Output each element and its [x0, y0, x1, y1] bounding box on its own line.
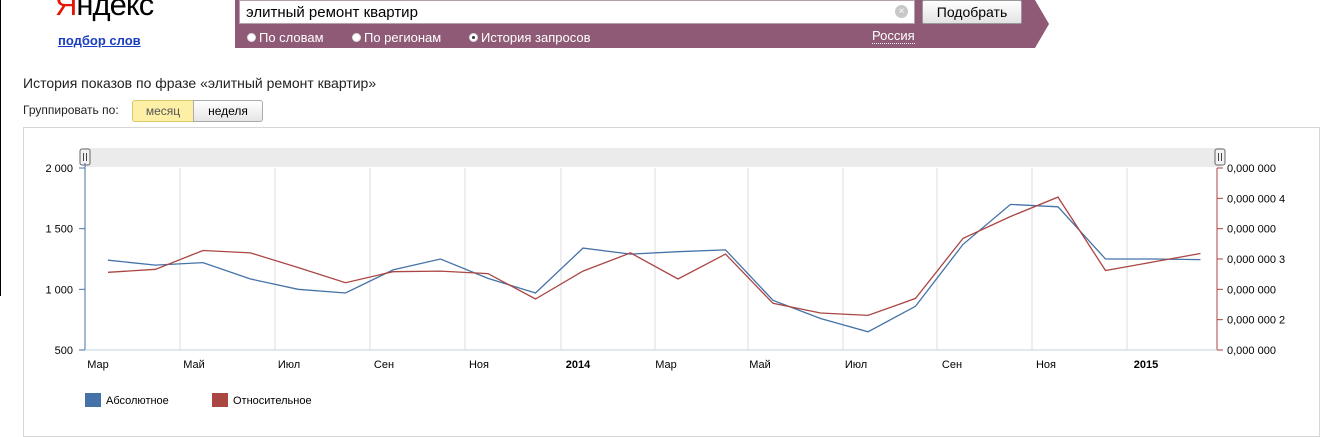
page-title: История показов по фразе «элитный ремонт…: [23, 75, 377, 91]
y-right-tick-label: 0,000 000: [1227, 224, 1276, 236]
group-month-button[interactable]: месяц: [132, 100, 194, 122]
x-tick-label: Сен: [942, 359, 962, 371]
group-by-label: Группировать по:: [23, 103, 119, 117]
y-right-tick-label: 0,000 000 3: [1227, 254, 1285, 266]
x-tick-label: 2014: [566, 359, 591, 371]
y-right-tick-label: 0,000 000: [1227, 163, 1276, 175]
x-tick-label: Сен: [374, 359, 394, 371]
x-tick-label: Мар: [87, 359, 109, 371]
handle-body: [79, 148, 91, 166]
x-tick-label: Мар: [655, 359, 677, 371]
y-right-tick-label: 0,000 000: [1227, 284, 1276, 296]
submit-button[interactable]: Подобрать: [922, 0, 1022, 24]
y-left-tick-label: 1 000: [45, 284, 73, 296]
mode-query-history[interactable]: История запросов: [469, 30, 591, 45]
x-tick-label: 2015: [1134, 359, 1158, 371]
logo-text-rest: ндекс: [76, 0, 154, 22]
legend-swatch: [212, 393, 228, 407]
navigator-band: [85, 148, 1222, 167]
y-left-tick-label: 1 500: [45, 224, 73, 236]
legend-label: Относительное: [233, 395, 312, 407]
legend-item-absolute[interactable]: Абсолютное: [85, 393, 169, 407]
region-selector[interactable]: Россия: [872, 28, 915, 44]
mode-by-regions[interactable]: По регионам: [352, 30, 441, 45]
history-chart: 2 000 1 500 1 000 500 0,000 000 0,000 000 4 0,…: [45, 148, 1285, 407]
x-tick-label: Май: [749, 359, 771, 371]
legend-item-relative[interactable]: Относительное: [212, 393, 312, 407]
navigator-right-handle[interactable]: [1214, 148, 1226, 166]
series-line-relative: [107, 196, 1201, 317]
wordstat-link[interactable]: подбор слов: [58, 33, 141, 48]
legend-label: Абсолютное: [106, 395, 169, 407]
x-tick-label: Ноя: [469, 359, 489, 371]
y-left-tick-label: 500: [55, 345, 73, 357]
x-tick-label: Ноя: [1036, 359, 1056, 371]
window-edge: [0, 0, 1, 296]
y-left-tick-label: 2 000: [45, 163, 73, 175]
series-line-absolute: [107, 203, 1201, 333]
navigator-left-handle[interactable]: [79, 148, 91, 166]
y-right-tick-label: 0,000 000 2: [1227, 315, 1285, 327]
search-box[interactable]: ×: [239, 0, 915, 24]
search-bar-arrow: [1035, 0, 1049, 48]
y-right-tick-label: 0,000 000 4: [1227, 193, 1285, 205]
x-tick-label: Май: [183, 359, 205, 371]
radio-icon[interactable]: [247, 33, 256, 42]
clear-icon[interactable]: ×: [895, 5, 908, 18]
group-week-button[interactable]: неделя: [193, 100, 263, 122]
mode-label: История запросов: [481, 30, 591, 45]
mode-label: По словам: [259, 30, 324, 45]
x-tick-label: Июл: [278, 359, 300, 371]
mode-by-words[interactable]: По словам: [247, 30, 324, 45]
legend-swatch: [85, 393, 101, 407]
mode-label: По регионам: [364, 30, 442, 45]
radio-selected-icon[interactable]: [469, 33, 478, 42]
handle-body: [1214, 148, 1226, 166]
search-input[interactable]: [240, 1, 892, 23]
x-tick-label: Июл: [845, 359, 867, 371]
y-right-tick-label: 0,000 000: [1227, 345, 1276, 357]
yandex-logo[interactable]: Яндекс: [55, 0, 154, 22]
radio-icon[interactable]: [352, 33, 361, 42]
